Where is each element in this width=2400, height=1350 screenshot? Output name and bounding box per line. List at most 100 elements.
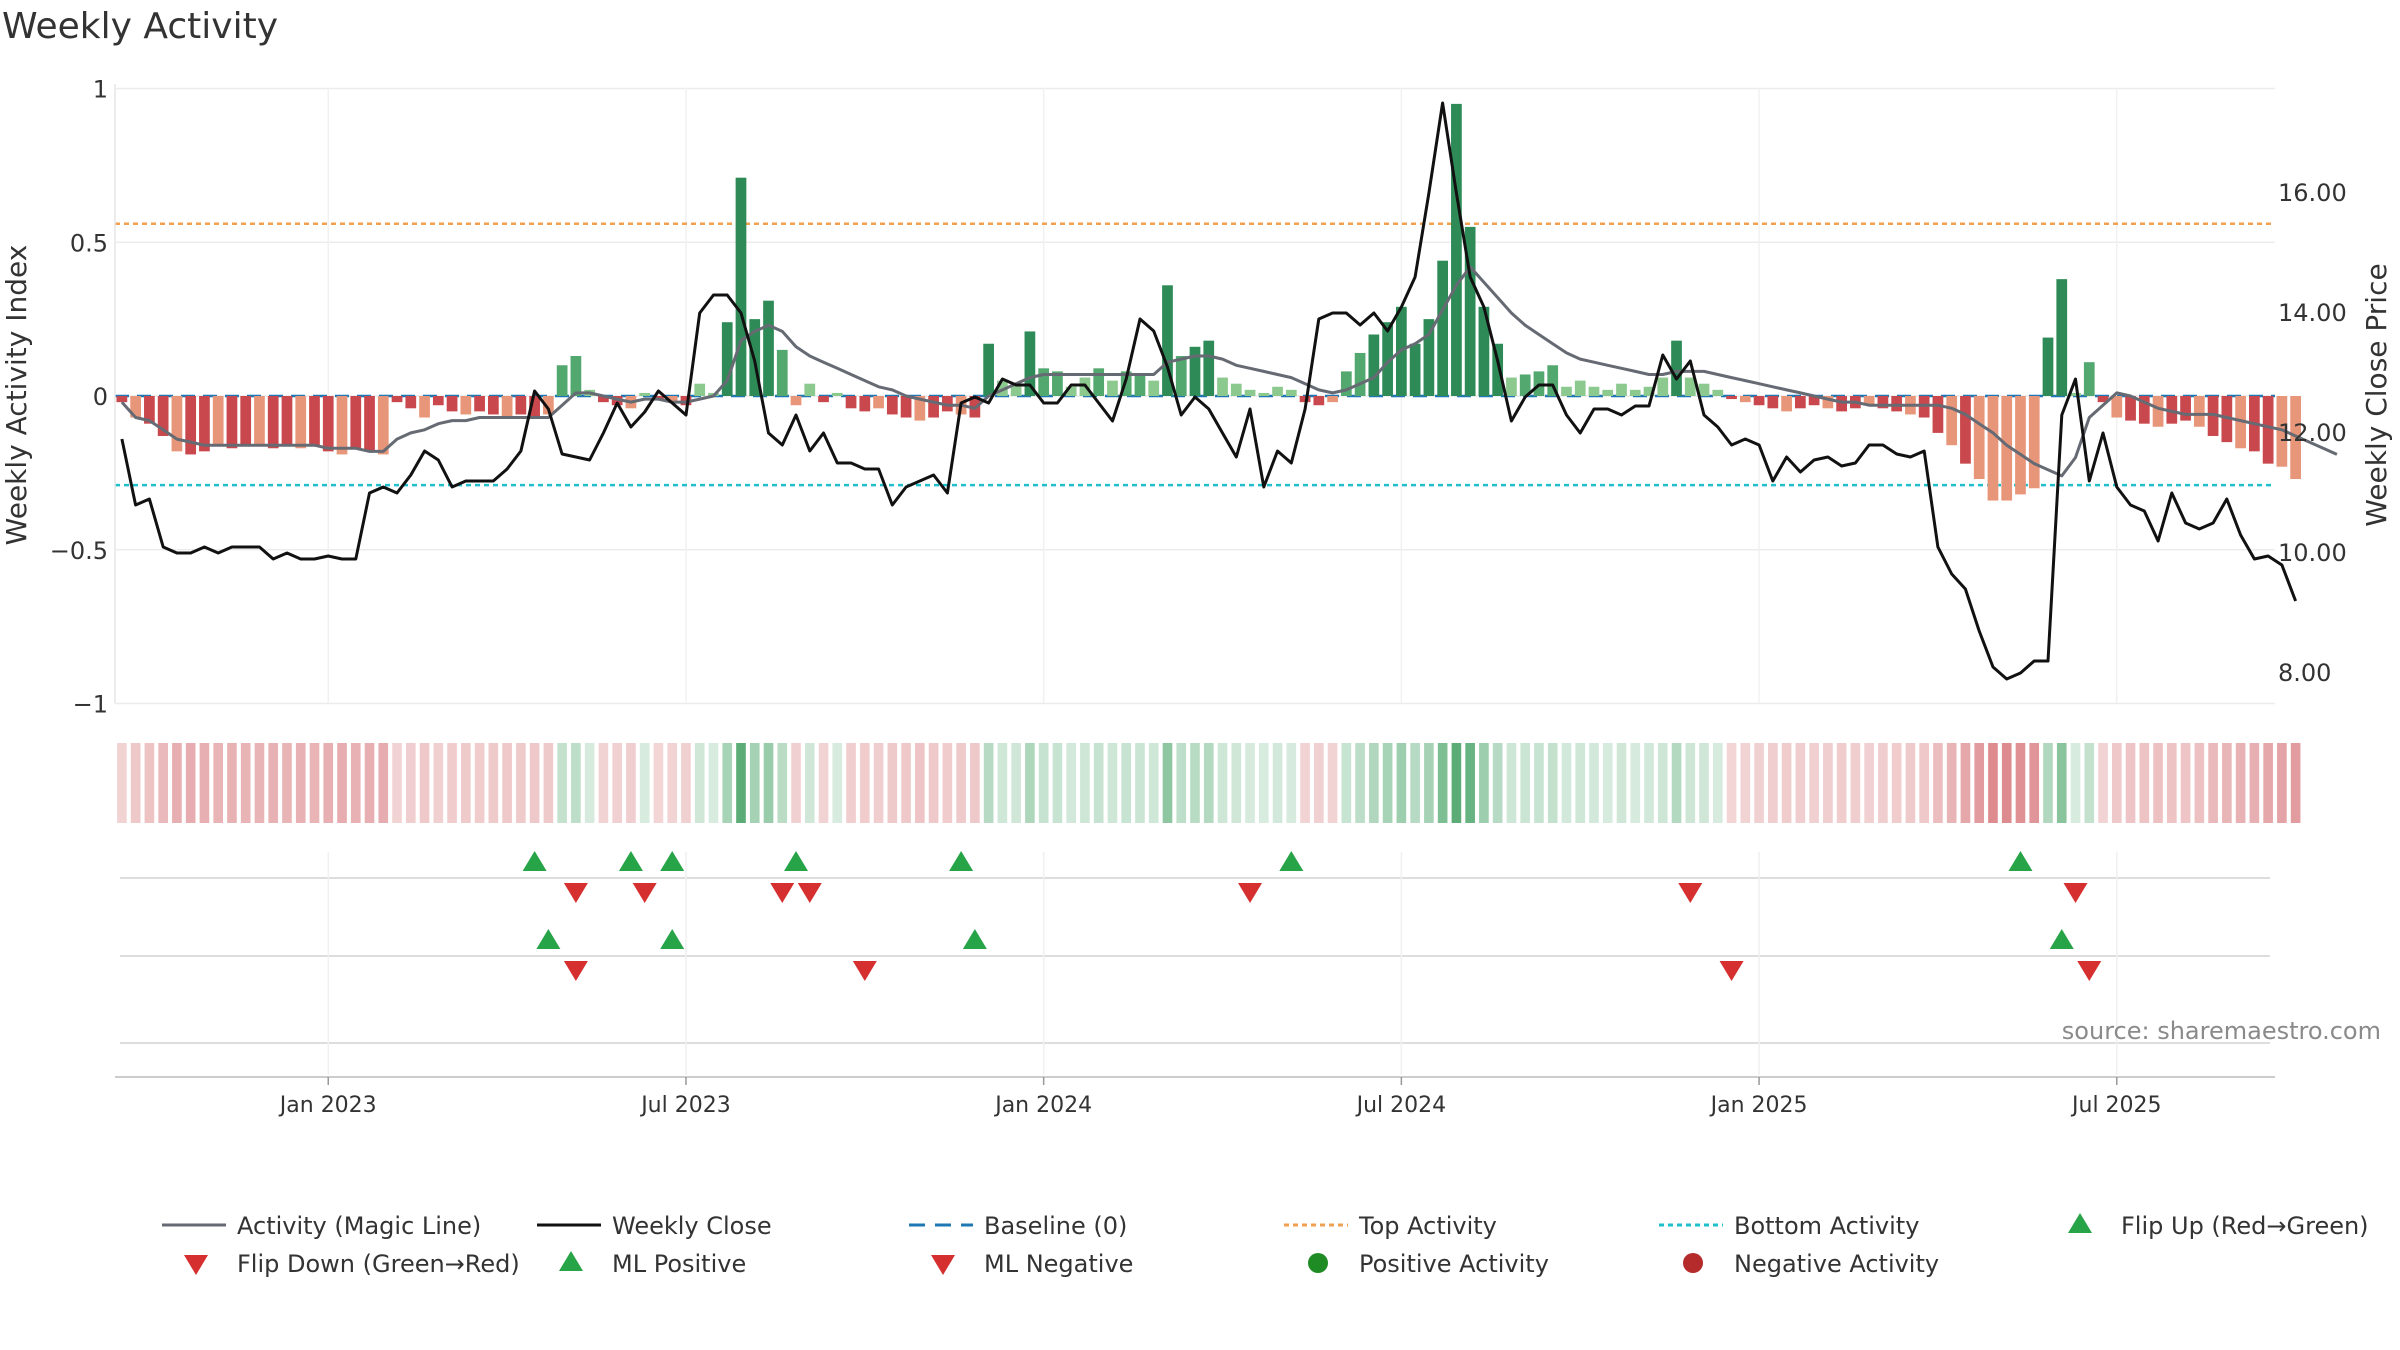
activity-bar <box>1065 386 1077 396</box>
activity-bar <box>2262 396 2274 464</box>
activity-bar <box>1836 396 1847 412</box>
strip-cell <box>2043 743 2053 823</box>
activity-bar <box>543 396 554 415</box>
activity-bar <box>157 396 169 436</box>
legend-swatch-triangle-down <box>184 1255 208 1275</box>
strip-cell <box>1093 743 1104 823</box>
legend-item-negact: Negative Activity <box>1683 1250 1939 1278</box>
strip-cell <box>2001 743 2012 823</box>
strip-cell <box>1575 743 1586 823</box>
magic-line-series <box>120 265 2338 478</box>
strip-cell <box>2084 743 2095 823</box>
activity-bar <box>2166 396 2178 424</box>
strip-cell <box>419 743 430 823</box>
strip-cell <box>1630 743 1641 823</box>
strip-cell <box>337 743 347 823</box>
flip-up-marker <box>1279 851 1304 871</box>
activity-bar <box>1093 368 1105 396</box>
ml-negative-marker <box>2077 961 2102 981</box>
legend-label: Flip Up (Red→Green) <box>2121 1212 2369 1240</box>
ml-positive-marker <box>660 929 685 949</box>
activity-bar <box>694 383 706 396</box>
activity-bar <box>2221 396 2233 443</box>
strip-cell <box>323 743 334 823</box>
strip-cell <box>873 743 884 823</box>
strip-cell <box>1905 743 1916 823</box>
ml-negative-marker <box>852 961 877 981</box>
right-tick-label: 14.00 <box>2278 299 2347 327</box>
activity-bar <box>1492 343 1504 396</box>
strip-cell <box>2249 743 2260 823</box>
legend-swatch-dot <box>1308 1253 1328 1273</box>
strip-cell <box>722 743 733 823</box>
strip-cell <box>364 743 375 823</box>
activity-bar <box>377 396 389 455</box>
legend-label: Top Activity <box>1358 1212 1497 1240</box>
activity-bar <box>1230 383 1242 396</box>
activity-bar <box>831 392 843 396</box>
activity-bar <box>1299 396 1311 403</box>
activity-bar <box>1671 340 1682 396</box>
strip-cell <box>199 743 210 823</box>
activity-bar <box>501 396 513 418</box>
activity-bar <box>1038 368 1050 396</box>
activity-bar <box>1368 334 1380 396</box>
activity-bar <box>309 396 320 446</box>
activity-bar <box>1726 396 1737 400</box>
activity-bar <box>171 396 183 452</box>
activity-bar <box>1712 389 1724 396</box>
strip-cell <box>584 743 595 823</box>
activity-bar <box>2083 362 2095 396</box>
x-tick-label: Jan 2024 <box>993 1093 1092 1118</box>
x-tick-label: Jul 2024 <box>1355 1093 1447 1118</box>
strip-cell <box>846 743 856 823</box>
strip-cell <box>2029 743 2040 823</box>
activity-bar <box>2152 396 2164 427</box>
legend-item-flipup: Flip Up (Red→Green) <box>2068 1212 2369 1240</box>
activity-bar <box>1272 386 1283 396</box>
strip-cell <box>2180 743 2191 823</box>
activity-bar <box>1451 103 1462 397</box>
activity-bar <box>1794 396 1806 409</box>
strip-cell <box>777 743 788 823</box>
strip-cell <box>915 743 925 823</box>
activity-bar <box>2015 396 2026 495</box>
strip-cell <box>350 743 361 823</box>
activity-bar <box>1739 396 1751 403</box>
strip-cell <box>859 743 870 823</box>
ml-negative-marker <box>563 961 588 981</box>
right-tick-label: 10.00 <box>2278 539 2347 567</box>
activity-bar <box>1960 396 1971 464</box>
strip-cell <box>1396 743 1407 823</box>
activity-bar <box>295 396 307 449</box>
activity-bar <box>2097 396 2109 403</box>
activity-bar <box>2138 396 2150 424</box>
activity-bar <box>1588 386 1600 396</box>
activity-bar <box>1354 352 1366 396</box>
activity-bar <box>1602 389 1614 396</box>
activity-bar <box>1822 396 1834 409</box>
activity-bar <box>1574 380 1586 397</box>
activity-bar <box>1863 396 1875 406</box>
flip-down-marker <box>1238 883 1263 903</box>
strip-cell <box>1726 743 1737 823</box>
ml-positive-marker <box>2049 929 2074 949</box>
ml-positive-marker <box>962 929 987 949</box>
strip-cell <box>543 743 554 823</box>
activity-bar <box>1148 380 1160 397</box>
activity-bar <box>639 392 651 396</box>
strip-cell <box>1891 743 1902 823</box>
strip-cell <box>1809 743 1819 823</box>
strip-cell <box>1520 743 1531 823</box>
activity-bar <box>364 396 375 452</box>
activity-bar <box>460 396 472 415</box>
activity-bar <box>1024 331 1036 396</box>
strip-cell <box>901 743 911 823</box>
legend-item-magic: Activity (Magic Line) <box>162 1212 481 1240</box>
strip-cell <box>1355 743 1365 823</box>
legend-label: Flip Down (Green→Red) <box>237 1250 520 1278</box>
activity-bar <box>1244 389 1256 396</box>
activity-bar <box>1629 389 1641 396</box>
activity-bar <box>446 396 458 412</box>
activity-bar <box>1547 365 1559 396</box>
